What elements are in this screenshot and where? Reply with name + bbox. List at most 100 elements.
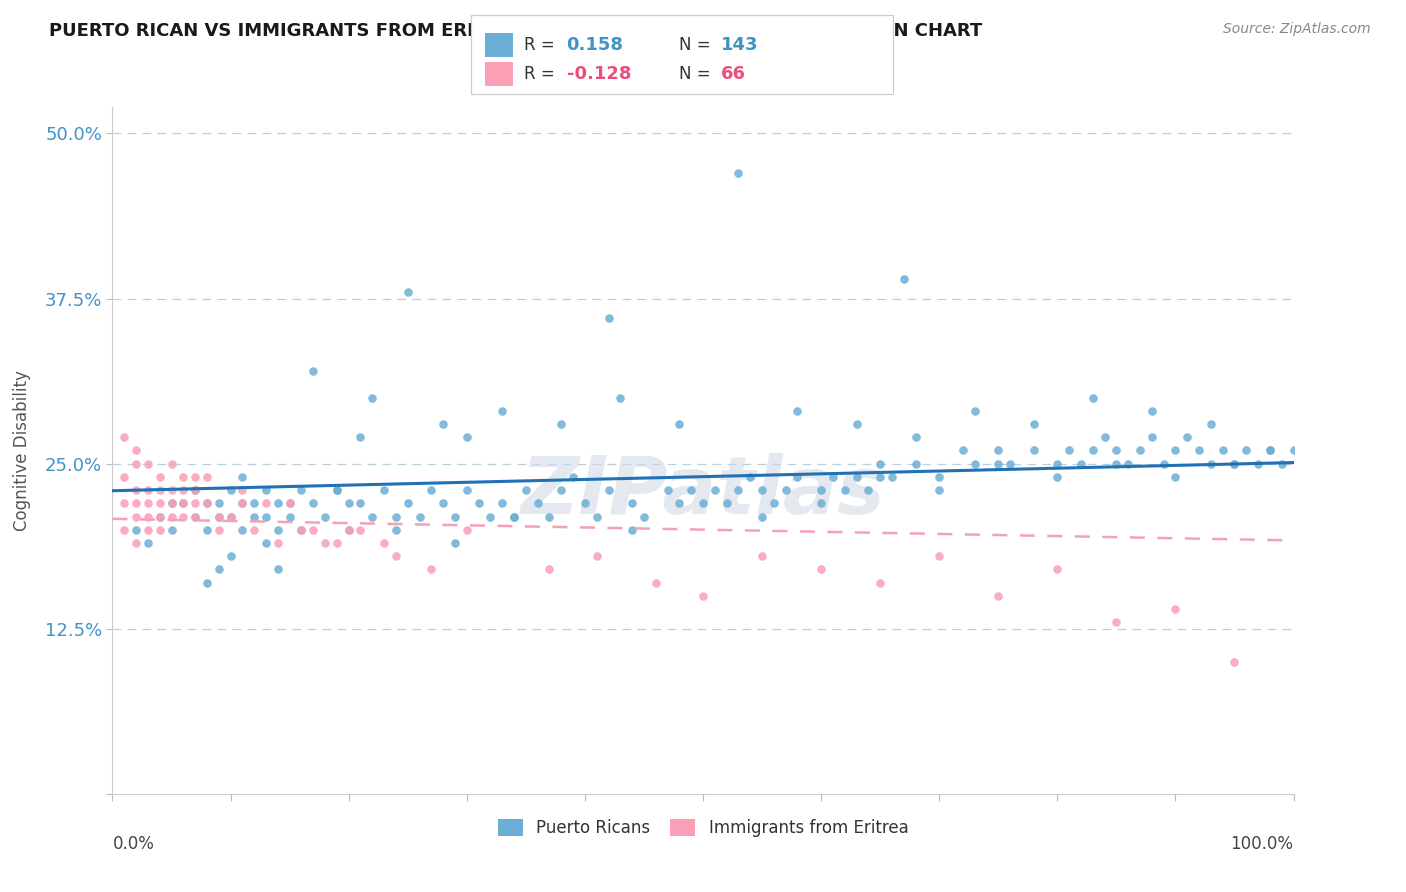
Point	[219, 483, 242, 497]
Point	[243, 496, 266, 510]
Point	[184, 509, 207, 524]
Point	[550, 417, 572, 431]
Point	[326, 483, 349, 497]
Point	[160, 483, 183, 497]
Point	[254, 483, 277, 497]
Point	[1153, 457, 1175, 471]
Point	[657, 483, 679, 497]
Point	[810, 562, 832, 576]
Point	[716, 496, 738, 510]
Point	[928, 470, 950, 484]
Point	[1105, 615, 1128, 630]
Point	[290, 523, 312, 537]
Point	[1140, 404, 1163, 418]
Point	[219, 549, 242, 563]
Point	[184, 483, 207, 497]
Text: N =: N =	[679, 65, 716, 83]
Point	[479, 509, 502, 524]
Point	[254, 496, 277, 510]
Point	[208, 523, 231, 537]
Point	[845, 417, 868, 431]
Point	[112, 430, 135, 444]
Point	[373, 536, 395, 550]
Point	[290, 483, 312, 497]
Point	[1129, 443, 1152, 458]
Point	[1271, 457, 1294, 471]
Point	[208, 509, 231, 524]
Point	[254, 536, 277, 550]
Point	[1164, 470, 1187, 484]
Point	[740, 470, 762, 484]
Point	[727, 483, 749, 497]
Point	[467, 496, 489, 510]
Point	[515, 483, 537, 497]
Point	[1046, 470, 1069, 484]
Point	[1022, 417, 1045, 431]
Point	[751, 483, 773, 497]
Text: -0.128: -0.128	[567, 65, 631, 83]
Point	[491, 496, 513, 510]
Point	[349, 496, 371, 510]
Point	[432, 496, 454, 510]
Point	[208, 496, 231, 510]
Point	[219, 509, 242, 524]
Text: 100.0%: 100.0%	[1230, 835, 1294, 853]
Point	[727, 166, 749, 180]
Point	[314, 509, 336, 524]
Point	[112, 470, 135, 484]
Point	[420, 562, 443, 576]
Point	[904, 430, 927, 444]
Point	[184, 470, 207, 484]
Point	[136, 523, 159, 537]
Point	[869, 470, 891, 484]
Point	[1046, 562, 1069, 576]
Y-axis label: Cognitive Disability: Cognitive Disability	[13, 370, 31, 531]
Point	[585, 549, 607, 563]
Point	[267, 523, 290, 537]
Text: 0.0%: 0.0%	[112, 835, 155, 853]
Point	[149, 470, 172, 484]
Point	[751, 549, 773, 563]
Point	[267, 562, 290, 576]
Point	[326, 536, 349, 550]
Point	[1199, 457, 1222, 471]
Point	[858, 483, 880, 497]
Point	[644, 575, 666, 590]
Point	[337, 496, 360, 510]
Point	[456, 430, 478, 444]
Point	[1258, 443, 1281, 458]
Point	[125, 536, 148, 550]
Point	[231, 470, 253, 484]
Point	[1105, 443, 1128, 458]
Point	[160, 496, 183, 510]
Point	[385, 509, 408, 524]
Point	[208, 562, 231, 576]
Point	[821, 470, 844, 484]
Point	[1188, 443, 1211, 458]
Point	[149, 496, 172, 510]
Point	[893, 271, 915, 285]
Point	[195, 470, 218, 484]
Point	[184, 483, 207, 497]
Point	[136, 536, 159, 550]
Point	[681, 483, 703, 497]
Point	[444, 509, 467, 524]
Point	[598, 483, 620, 497]
Point	[585, 509, 607, 524]
Point	[290, 523, 312, 537]
Point	[491, 404, 513, 418]
Point	[254, 509, 277, 524]
Point	[1140, 430, 1163, 444]
Point	[302, 364, 325, 378]
Point	[538, 509, 561, 524]
Point	[385, 523, 408, 537]
Point	[456, 523, 478, 537]
Point	[845, 470, 868, 484]
Point	[456, 483, 478, 497]
Point	[172, 509, 194, 524]
Point	[160, 523, 183, 537]
Text: PUERTO RICAN VS IMMIGRANTS FROM ERITREA COGNITIVE DISABILITY CORRELATION CHART: PUERTO RICAN VS IMMIGRANTS FROM ERITREA …	[49, 22, 983, 40]
Point	[385, 549, 408, 563]
Point	[112, 523, 135, 537]
Text: R =: R =	[524, 65, 561, 83]
